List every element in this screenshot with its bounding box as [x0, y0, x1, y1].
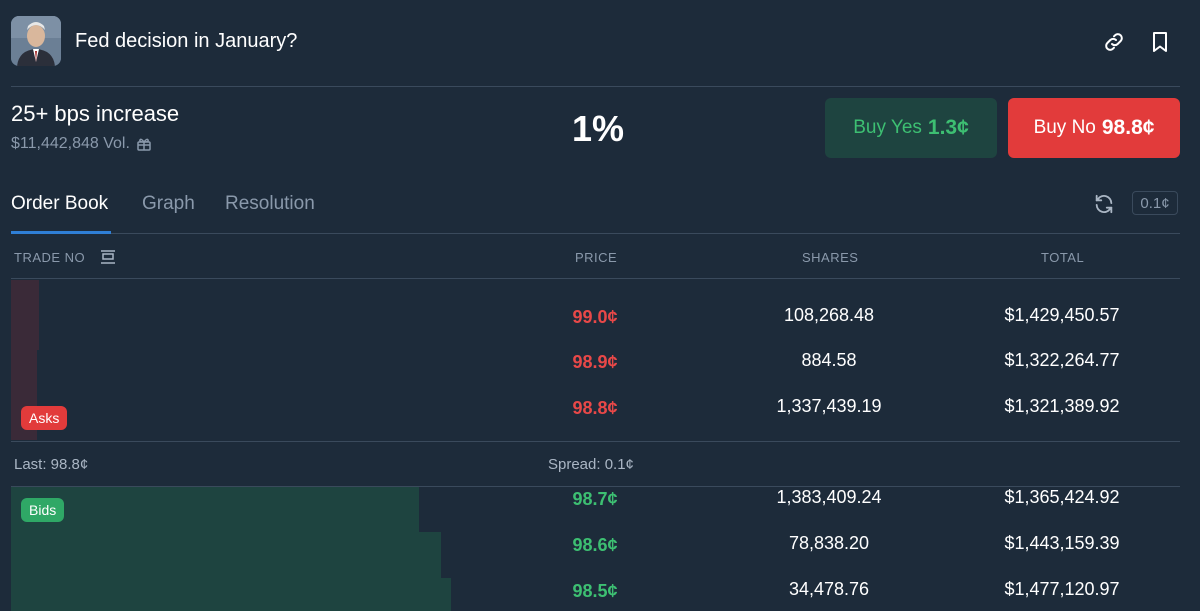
buy-no-price: 98.8¢ — [1101, 116, 1155, 139]
buy-yes-label: Buy Yes — [853, 117, 922, 138]
ask-total: $1,429,450.57 — [1004, 305, 1120, 325]
link-icon[interactable] — [1102, 30, 1126, 54]
last-price: Last: 98.8¢ — [14, 456, 89, 473]
column-header-shares: SHARES — [802, 250, 859, 265]
column-header-price: PRICE — [575, 250, 618, 265]
ask-shares: 1,337,439.19 — [776, 396, 882, 416]
bids-divider — [11, 486, 1180, 487]
ask-total: $1,322,264.77 — [1004, 350, 1120, 370]
buy-yes-button[interactable]: Buy Yes 1.3¢ — [825, 98, 997, 158]
tab-graph[interactable]: Graph — [142, 193, 195, 214]
tick-size-selector[interactable]: 0.1¢ — [1132, 191, 1178, 215]
ask-shares: 108,268.48 — [783, 305, 875, 325]
buy-yes-price: 1.3¢ — [927, 116, 969, 139]
header-row-divider — [11, 278, 1180, 279]
column-header-total: TOTAL — [1041, 250, 1085, 265]
bid-shares: 1,383,409.24 — [776, 487, 882, 507]
tab-resolution[interactable]: Resolution — [225, 193, 315, 214]
person-portrait-icon — [11, 16, 61, 66]
bid-price[interactable]: 98.5¢ — [572, 581, 618, 601]
ask-shares: 884.58 — [801, 350, 857, 370]
bid-total: $1,443,159.39 — [1004, 533, 1120, 553]
bid-price[interactable]: 98.7¢ — [572, 489, 618, 509]
active-tab-indicator — [11, 231, 111, 234]
outcome-volume: $11,442,848 Vol. — [11, 135, 152, 153]
bid-depth-bar — [11, 532, 441, 578]
spread: Spread: 0.1¢ — [548, 456, 634, 473]
volume-text: $11,442,848 Vol. — [11, 135, 130, 152]
gift-icon[interactable] — [136, 136, 152, 152]
bid-total: $1,477,120.97 — [1004, 579, 1120, 599]
market-avatar — [11, 16, 61, 66]
buy-no-button[interactable]: Buy No 98.8¢ — [1008, 98, 1180, 158]
bid-total: $1,365,424.92 — [1004, 487, 1120, 507]
asks-badge: Asks — [21, 406, 68, 430]
bid-price[interactable]: 98.6¢ — [572, 535, 618, 555]
bid-shares: 78,838.20 — [788, 533, 870, 553]
ask-depth-bar — [11, 280, 39, 350]
column-header-trade: TRADE NO — [14, 250, 86, 265]
bookmark-icon[interactable] — [1148, 30, 1172, 54]
buy-no-label: Buy No — [1033, 117, 1096, 138]
ask-price[interactable]: 98.9¢ — [572, 352, 618, 372]
market-title: Fed decision in January? — [75, 30, 298, 52]
outcome-name: 25+ bps increase — [11, 101, 180, 126]
header-divider — [11, 86, 1180, 87]
center-align-icon[interactable] — [100, 249, 116, 265]
outcome-probability: 1% — [572, 108, 625, 149]
tab-order-book[interactable]: Order Book — [11, 193, 109, 214]
ask-price[interactable]: 98.8¢ — [572, 398, 618, 418]
bid-depth-bar — [11, 578, 451, 611]
ask-total: $1,321,389.92 — [1004, 396, 1120, 416]
bid-shares: 34,478.76 — [788, 579, 870, 599]
refresh-icon[interactable] — [1093, 193, 1115, 215]
asks-divider — [11, 441, 1180, 442]
ask-price[interactable]: 99.0¢ — [572, 307, 618, 327]
bid-depth-bar — [11, 487, 419, 532]
bids-badge: Bids — [21, 498, 65, 522]
tabs-divider — [11, 233, 1180, 234]
